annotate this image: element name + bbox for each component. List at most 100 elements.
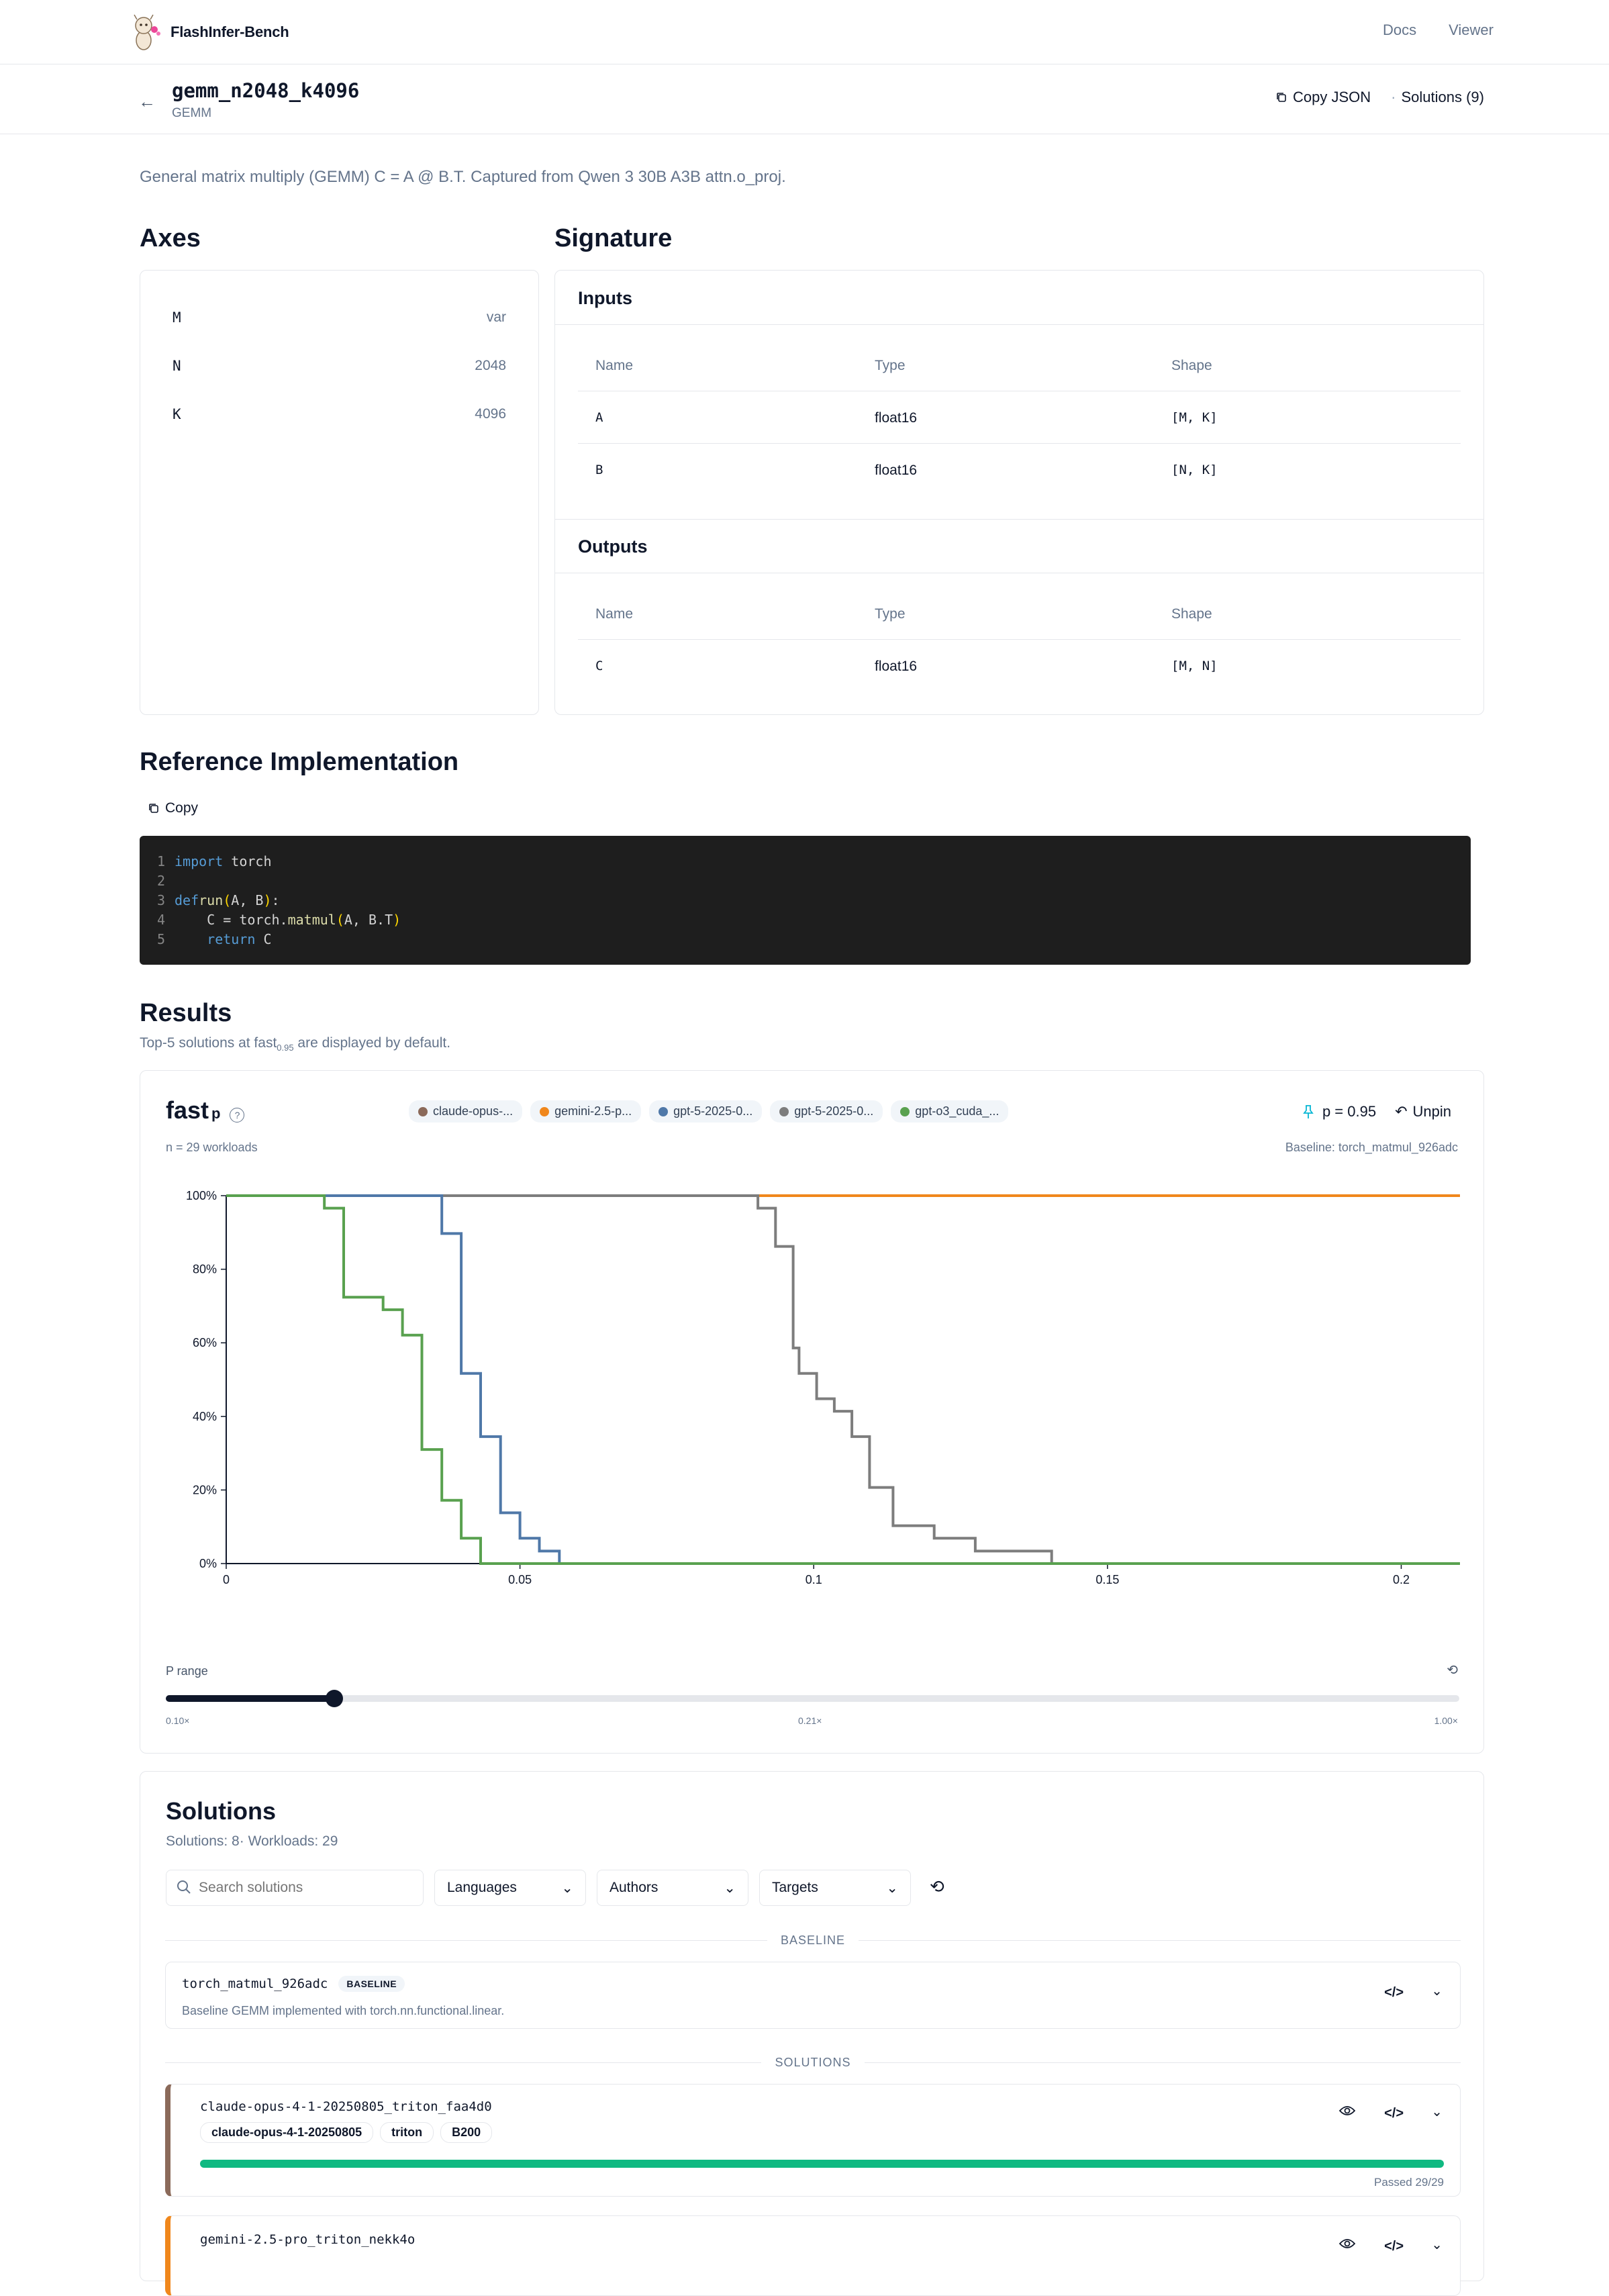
code-token: ) (393, 912, 401, 928)
legend-item[interactable]: claude-opus-... (409, 1100, 523, 1122)
authors-filter[interactable]: Authors ⌄ (597, 1870, 748, 1906)
col-shape: Shape (1171, 606, 1212, 622)
legend-item[interactable]: gpt-o3_cuda_... (891, 1100, 1009, 1122)
solution-row[interactable]: claude-opus-4-1-20250805_triton_faa4d0 c… (165, 2084, 1461, 2197)
legend-dot-icon (659, 1106, 669, 1116)
reset-range-icon[interactable]: ⟲ (1447, 1663, 1458, 1678)
y-tick-label: 60% (193, 1336, 217, 1349)
y-tick-label: 40% (193, 1410, 217, 1423)
definition-category: GEMM (172, 106, 212, 120)
eye-icon[interactable] (1338, 2105, 1356, 2121)
legend-item[interactable]: gemini-2.5-p... (530, 1100, 642, 1122)
legend-item[interactable]: gpt-5-2025-0... (649, 1100, 763, 1122)
logo[interactable]: FlashInfer-Bench (132, 13, 289, 51)
y-tick-label: 80% (193, 1263, 217, 1276)
baseline-header: torch_matmul_926adc BASELINE (182, 1976, 405, 1992)
divider (555, 519, 1483, 520)
unpin-button[interactable]: ↶ Unpin (1395, 1103, 1451, 1120)
legend-dot-icon (779, 1106, 789, 1116)
copy-label: Copy (165, 800, 199, 816)
code-token: : (271, 892, 280, 908)
range-tick: 1.00× (1434, 1715, 1458, 1726)
metric-name: fast (166, 1096, 209, 1124)
solutions-summary: Solutions: 8· Workloads: 29 (166, 1833, 338, 1849)
slider-thumb[interactable] (325, 1690, 343, 1707)
reset-filters-icon[interactable]: ⟲ (930, 1876, 944, 1897)
slider-fill (166, 1695, 334, 1702)
axis-name: K (173, 406, 181, 422)
inputs-header-row: Name Type Shape (578, 339, 1461, 391)
top-bar: FlashInfer-Bench Docs Viewer (0, 0, 1609, 64)
targets-filter[interactable]: Targets ⌄ (759, 1870, 911, 1906)
nav-docs[interactable]: Docs (1383, 21, 1417, 38)
solutions-title: Solutions (166, 1797, 276, 1825)
definition-header: ← gemm_n2048_k4096 GEMM Copy JSON · Solu… (0, 64, 1609, 134)
solutions-button[interactable]: · Solutions (9) (1391, 89, 1484, 106)
x-tick-label: 0 (223, 1573, 230, 1586)
unpin-label: Unpin (1412, 1103, 1451, 1120)
solution-name: claude-opus-4-1-20250805_triton_faa4d0 (200, 2099, 492, 2114)
code-token: return (207, 931, 256, 947)
x-tick-label: 0.05 (508, 1573, 532, 1586)
input-name: B (595, 463, 603, 477)
passed-count: Passed 29/29 (1374, 2176, 1444, 2189)
chevron-down-icon[interactable]: ⌄ (1431, 2238, 1443, 2252)
code-icon[interactable]: </> (1384, 2106, 1404, 2121)
code-token: import (175, 853, 224, 869)
table-row: B float16 [N, K] (578, 444, 1461, 496)
legend-label: gpt-5-2025-0... (794, 1104, 874, 1118)
x-tick-label: 0.2 (1393, 1573, 1410, 1586)
header-actions: Copy JSON · Solutions (9) (1275, 89, 1484, 106)
legend-label: gemini-2.5-p... (554, 1104, 632, 1118)
code-icon[interactable]: </> (1384, 2239, 1404, 2254)
definition-description: General matrix multiply (GEMM) C = A @ B… (140, 168, 786, 186)
baseline-solution-row[interactable]: torch_matmul_926adc BASELINE Baseline GE… (165, 1962, 1461, 2029)
copy-icon (149, 804, 158, 813)
chevron-down-icon[interactable]: ⌄ (1431, 2105, 1443, 2119)
app-name: FlashInfer-Bench (170, 23, 289, 40)
subtitle-sub: 0.95 (277, 1043, 294, 1053)
baseline-name: torch_matmul_926adc (182, 1976, 328, 1991)
y-tick-label: 100% (186, 1189, 217, 1202)
eye-icon[interactable] (1338, 2238, 1356, 2254)
input-shape: [N, K] (1171, 463, 1218, 477)
baseline-description: Baseline GEMM implemented with torch.nn.… (182, 2004, 505, 2017)
mascot-icon (134, 14, 160, 50)
col-name: Name (595, 606, 634, 622)
input-type: float16 (875, 410, 918, 426)
copy-code-button[interactable]: Copy (148, 800, 198, 816)
search-input[interactable] (199, 1877, 413, 1899)
copy-json-button[interactable]: Copy JSON (1275, 89, 1371, 106)
back-arrow-icon[interactable]: ← (138, 91, 156, 111)
chevron-down-icon[interactable]: ⌄ (1431, 1984, 1443, 1999)
search-box (166, 1870, 424, 1906)
line-number: 5 (156, 931, 165, 947)
solution-row[interactable]: gemini-2.5-pro_triton_nekk4o </> ⌄ (165, 2215, 1461, 2296)
legend-label: gpt-5-2025-0... (673, 1104, 753, 1118)
code-token: ) (263, 892, 272, 908)
legend-dot-icon (540, 1106, 550, 1116)
col-type: Type (875, 606, 906, 622)
chart-legend: claude-opus-... gemini-2.5-p... gpt-5-20… (409, 1100, 1009, 1122)
signature-card: Inputs Name Type Shape A float16 [M, K] … (554, 270, 1484, 715)
legend-label: claude-opus-... (433, 1104, 514, 1118)
results-title: Results (140, 999, 232, 1027)
axes-title: Axes (140, 224, 201, 252)
nav-viewer[interactable]: Viewer (1449, 21, 1494, 38)
range-tick: 0.10× (166, 1715, 190, 1726)
undo-icon: ↶ (1395, 1103, 1408, 1120)
help-icon[interactable]: ? (230, 1108, 245, 1122)
languages-filter[interactable]: Languages ⌄ (434, 1870, 586, 1906)
p-range-slider[interactable] (166, 1690, 1459, 1707)
code-token: C = torch. (175, 912, 288, 928)
pin-controls: p = 0.95 ↶ Unpin (1302, 1103, 1451, 1120)
legend-item[interactable]: gpt-5-2025-0... (770, 1100, 883, 1122)
code-block[interactable]: 1 import torch 2 3 def run(A, B): 4 C = to… (140, 836, 1471, 965)
output-type: float16 (875, 659, 918, 674)
p-value: p = 0.95 (1302, 1103, 1376, 1120)
code-token: run (199, 892, 224, 908)
chevron-down-icon: ⌄ (886, 1880, 898, 1896)
code-icon[interactable]: </> (1384, 1985, 1404, 2000)
